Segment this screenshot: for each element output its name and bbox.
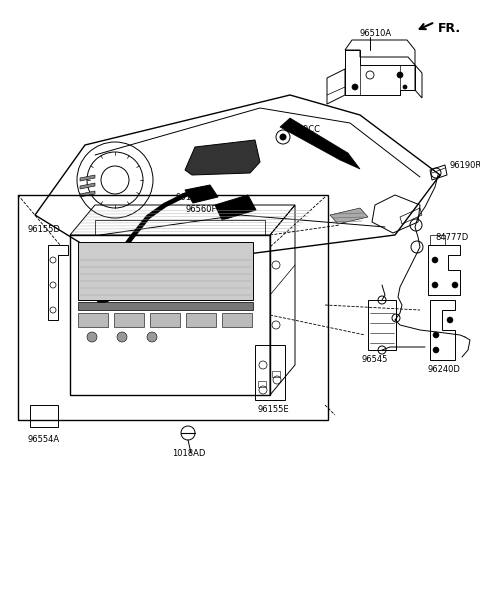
- Bar: [78, 313, 108, 327]
- Circle shape: [452, 282, 458, 288]
- Polygon shape: [185, 185, 218, 203]
- Text: 84777D: 84777D: [435, 232, 468, 241]
- Circle shape: [352, 84, 358, 90]
- Text: 96240D: 96240D: [428, 365, 461, 374]
- Circle shape: [403, 85, 407, 89]
- Text: 96155D: 96155D: [28, 226, 61, 235]
- Circle shape: [433, 332, 439, 338]
- Text: 96554A: 96554A: [28, 436, 60, 445]
- Circle shape: [117, 332, 127, 342]
- Polygon shape: [330, 208, 368, 224]
- Circle shape: [433, 347, 439, 353]
- Polygon shape: [80, 183, 95, 189]
- Bar: [30, 405, 58, 427]
- Circle shape: [432, 282, 438, 288]
- Bar: [222, 313, 252, 327]
- Polygon shape: [80, 175, 95, 181]
- Polygon shape: [185, 140, 260, 175]
- Bar: [78, 302, 253, 310]
- Circle shape: [87, 332, 97, 342]
- Bar: [95, 220, 265, 235]
- Bar: [272, 371, 280, 377]
- Text: 96190R: 96190R: [450, 160, 480, 169]
- Bar: [186, 313, 216, 327]
- Text: FR.: FR.: [438, 22, 461, 34]
- Text: 96145C: 96145C: [175, 194, 207, 203]
- Bar: [258, 381, 266, 387]
- Circle shape: [397, 72, 403, 78]
- Text: 1339CC: 1339CC: [287, 125, 320, 134]
- Text: 96155E: 96155E: [258, 405, 289, 414]
- Bar: [255, 345, 285, 400]
- Circle shape: [280, 134, 286, 140]
- Polygon shape: [80, 191, 95, 197]
- Polygon shape: [280, 118, 348, 160]
- Bar: [18, 195, 328, 420]
- Circle shape: [432, 257, 438, 263]
- Polygon shape: [215, 195, 256, 220]
- Circle shape: [447, 317, 453, 323]
- Bar: [78, 242, 253, 300]
- Bar: [430, 235, 445, 245]
- Text: 1018AD: 1018AD: [172, 448, 205, 457]
- Text: 96560F: 96560F: [185, 206, 216, 215]
- Text: 96545: 96545: [362, 356, 388, 364]
- Bar: [114, 313, 144, 327]
- Bar: [150, 313, 180, 327]
- Polygon shape: [340, 153, 360, 169]
- Circle shape: [147, 332, 157, 342]
- Text: 96510A: 96510A: [360, 28, 392, 38]
- Bar: [368, 300, 396, 350]
